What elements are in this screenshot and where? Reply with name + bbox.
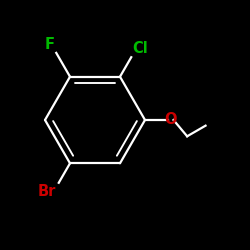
- Text: Cl: Cl: [132, 41, 148, 56]
- Text: F: F: [44, 37, 54, 52]
- Text: Br: Br: [38, 184, 56, 199]
- Text: O: O: [164, 112, 177, 128]
